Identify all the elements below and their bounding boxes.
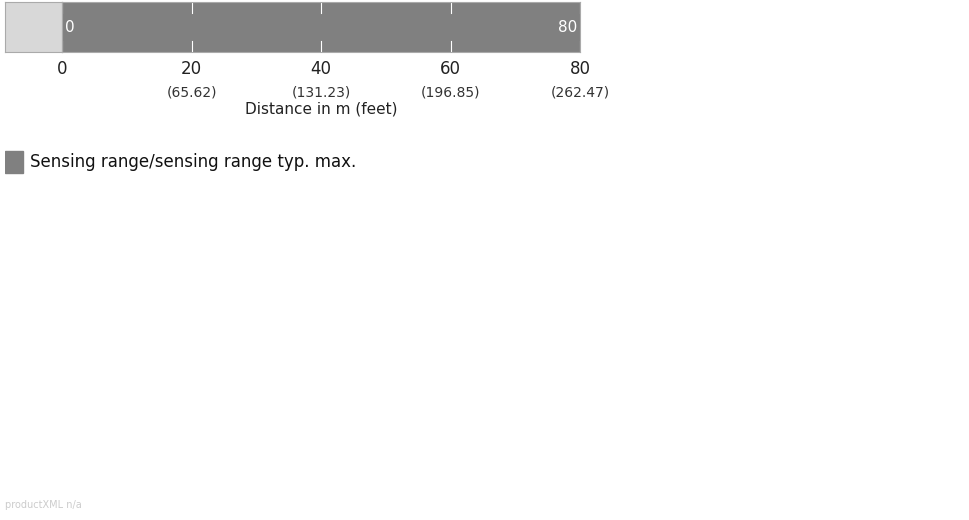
Text: 80: 80 (569, 60, 590, 79)
Text: (65.62): (65.62) (166, 86, 216, 99)
Text: 0: 0 (57, 60, 67, 79)
Text: (131.23): (131.23) (291, 86, 350, 99)
Text: Sensing range/sensing range typ. max.: Sensing range/sensing range typ. max. (30, 153, 356, 171)
Text: 80: 80 (557, 19, 577, 34)
Text: 0: 0 (65, 19, 75, 34)
Text: productXML n/a: productXML n/a (5, 500, 81, 510)
Text: (196.85): (196.85) (421, 86, 480, 99)
Text: Distance in m (feet): Distance in m (feet) (244, 102, 397, 117)
Bar (5, 151, 23, 173)
Text: 60: 60 (440, 60, 460, 79)
Text: (262.47): (262.47) (549, 86, 609, 99)
Text: 20: 20 (181, 60, 202, 79)
Text: 40: 40 (310, 60, 331, 79)
